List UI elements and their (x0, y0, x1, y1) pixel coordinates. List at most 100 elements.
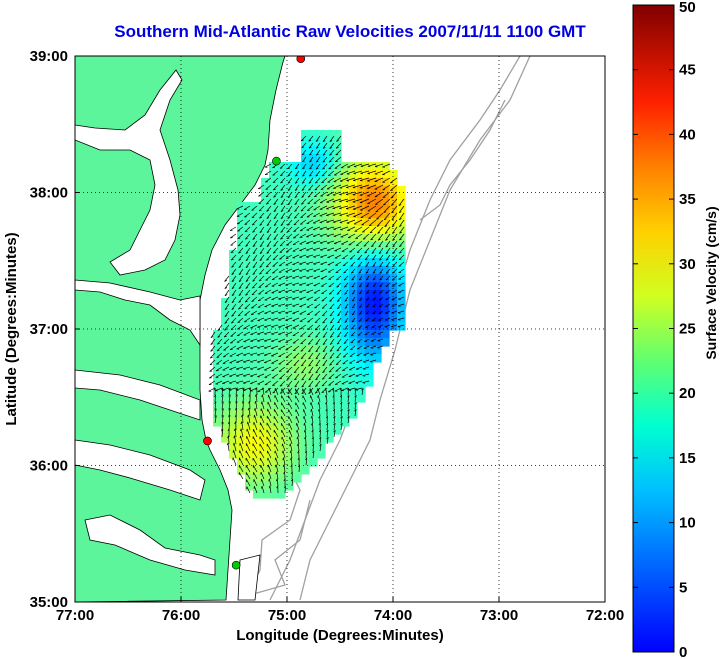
velocity-cell (365, 250, 374, 259)
velocity-arrowhead (319, 235, 323, 237)
velocity-cell (373, 258, 382, 267)
velocity-arrow (376, 219, 384, 227)
velocity-arrowhead (354, 408, 357, 412)
velocity-arrow (353, 177, 363, 181)
velocity-arrow (221, 429, 224, 438)
velocity-cell (373, 234, 382, 243)
velocity-arrow (333, 423, 336, 431)
velocity-cell (253, 362, 262, 371)
velocity-cell (373, 202, 382, 211)
velocity-arrowhead (399, 245, 402, 247)
velocity-cell (269, 218, 278, 227)
velocity-cell (301, 130, 310, 139)
velocity-cell (301, 138, 310, 147)
velocity-arrow (385, 303, 391, 307)
velocity-cell (325, 138, 334, 147)
velocity-arrow (319, 219, 328, 223)
velocity-arrow (285, 303, 293, 307)
velocity-cell (301, 234, 310, 243)
velocity-arrow (209, 373, 216, 379)
velocity-cell (365, 170, 374, 179)
velocity-arrow (279, 254, 286, 260)
velocity-cell (269, 426, 278, 435)
velocity-arrow (336, 135, 342, 142)
velocity-arrow (266, 254, 272, 261)
velocity-cell (333, 354, 342, 363)
velocity-arrow (300, 198, 307, 205)
velocity-arrowhead (250, 347, 253, 349)
velocity-arrowhead (322, 350, 326, 353)
velocity-arrow (264, 289, 272, 294)
velocity-cell (229, 306, 238, 315)
velocity-cell (333, 250, 342, 259)
velocity-arrowhead (266, 224, 270, 226)
velocity-arrow (302, 402, 307, 410)
velocity-arrow (292, 275, 300, 279)
velocity-arrowhead (221, 387, 224, 391)
velocity-cell (253, 378, 262, 387)
velocity-cell (261, 234, 270, 243)
velocity-arrowhead (365, 265, 369, 267)
velocity-cell (285, 362, 294, 371)
velocity-arrow (251, 303, 258, 309)
velocity-arrowhead (280, 203, 284, 206)
velocity-cell (389, 266, 398, 275)
velocity-arrowhead (245, 294, 248, 296)
velocity-arrowhead (310, 402, 312, 405)
velocity-arrow (346, 219, 356, 224)
velocity-cell (293, 186, 302, 195)
velocity-arrowhead (358, 265, 361, 267)
velocity-cell (285, 274, 294, 283)
velocity-arrow (278, 289, 286, 293)
velocity-arrowhead (339, 215, 343, 217)
velocity-arrowhead (378, 238, 381, 241)
velocity-cell (381, 330, 390, 339)
velocity-arrow (257, 310, 265, 315)
velocity-arrowhead (250, 361, 253, 363)
velocity-arrow (306, 226, 314, 231)
velocity-arrowhead (258, 286, 262, 288)
velocity-cell (373, 178, 382, 187)
velocity-arrowhead (272, 391, 276, 394)
velocity-arrowhead (241, 401, 244, 404)
velocity-arrow (257, 359, 265, 363)
velocity-cell (373, 218, 382, 227)
velocity-arrow (235, 401, 238, 410)
velocity-cell (309, 290, 318, 299)
velocity-cell (325, 194, 334, 203)
velocity-arrowhead (308, 139, 312, 142)
velocity-arrow (268, 387, 272, 396)
velocity-arrow (399, 219, 405, 227)
x-tick-label: 72:00 (586, 607, 624, 624)
velocity-arrow (360, 170, 370, 174)
velocity-arrow (237, 310, 244, 317)
velocity-cell (293, 226, 302, 235)
velocity-cell (293, 242, 302, 251)
velocity-arrow (257, 324, 265, 328)
velocity-arrowhead (259, 273, 262, 275)
velocity-arrowhead (261, 485, 263, 489)
velocity-arrow (257, 317, 265, 321)
velocity-arrow (279, 247, 286, 253)
velocity-arrow (252, 457, 258, 466)
velocity-cell (261, 466, 270, 475)
velocity-arrow (364, 338, 370, 342)
velocity-arrowhead (271, 319, 274, 321)
velocity-arrowhead (392, 265, 395, 267)
velocity-cell (333, 146, 342, 155)
velocity-cell (365, 290, 374, 299)
velocity-cell (325, 146, 334, 155)
velocity-cell (333, 226, 342, 235)
velocity-arrowhead (245, 259, 249, 261)
velocity-arrow (372, 254, 377, 261)
velocity-arrow (367, 177, 377, 182)
velocity-cell (373, 250, 382, 259)
velocity-arrowhead (230, 251, 234, 254)
velocity-arrow (224, 275, 230, 282)
velocity-cell (269, 258, 278, 267)
velocity-cell (301, 418, 310, 427)
velocity-arrowhead (213, 394, 216, 398)
velocity-arrow (319, 226, 328, 230)
velocity-cell (365, 218, 374, 227)
velocity-arrowhead (344, 286, 347, 288)
